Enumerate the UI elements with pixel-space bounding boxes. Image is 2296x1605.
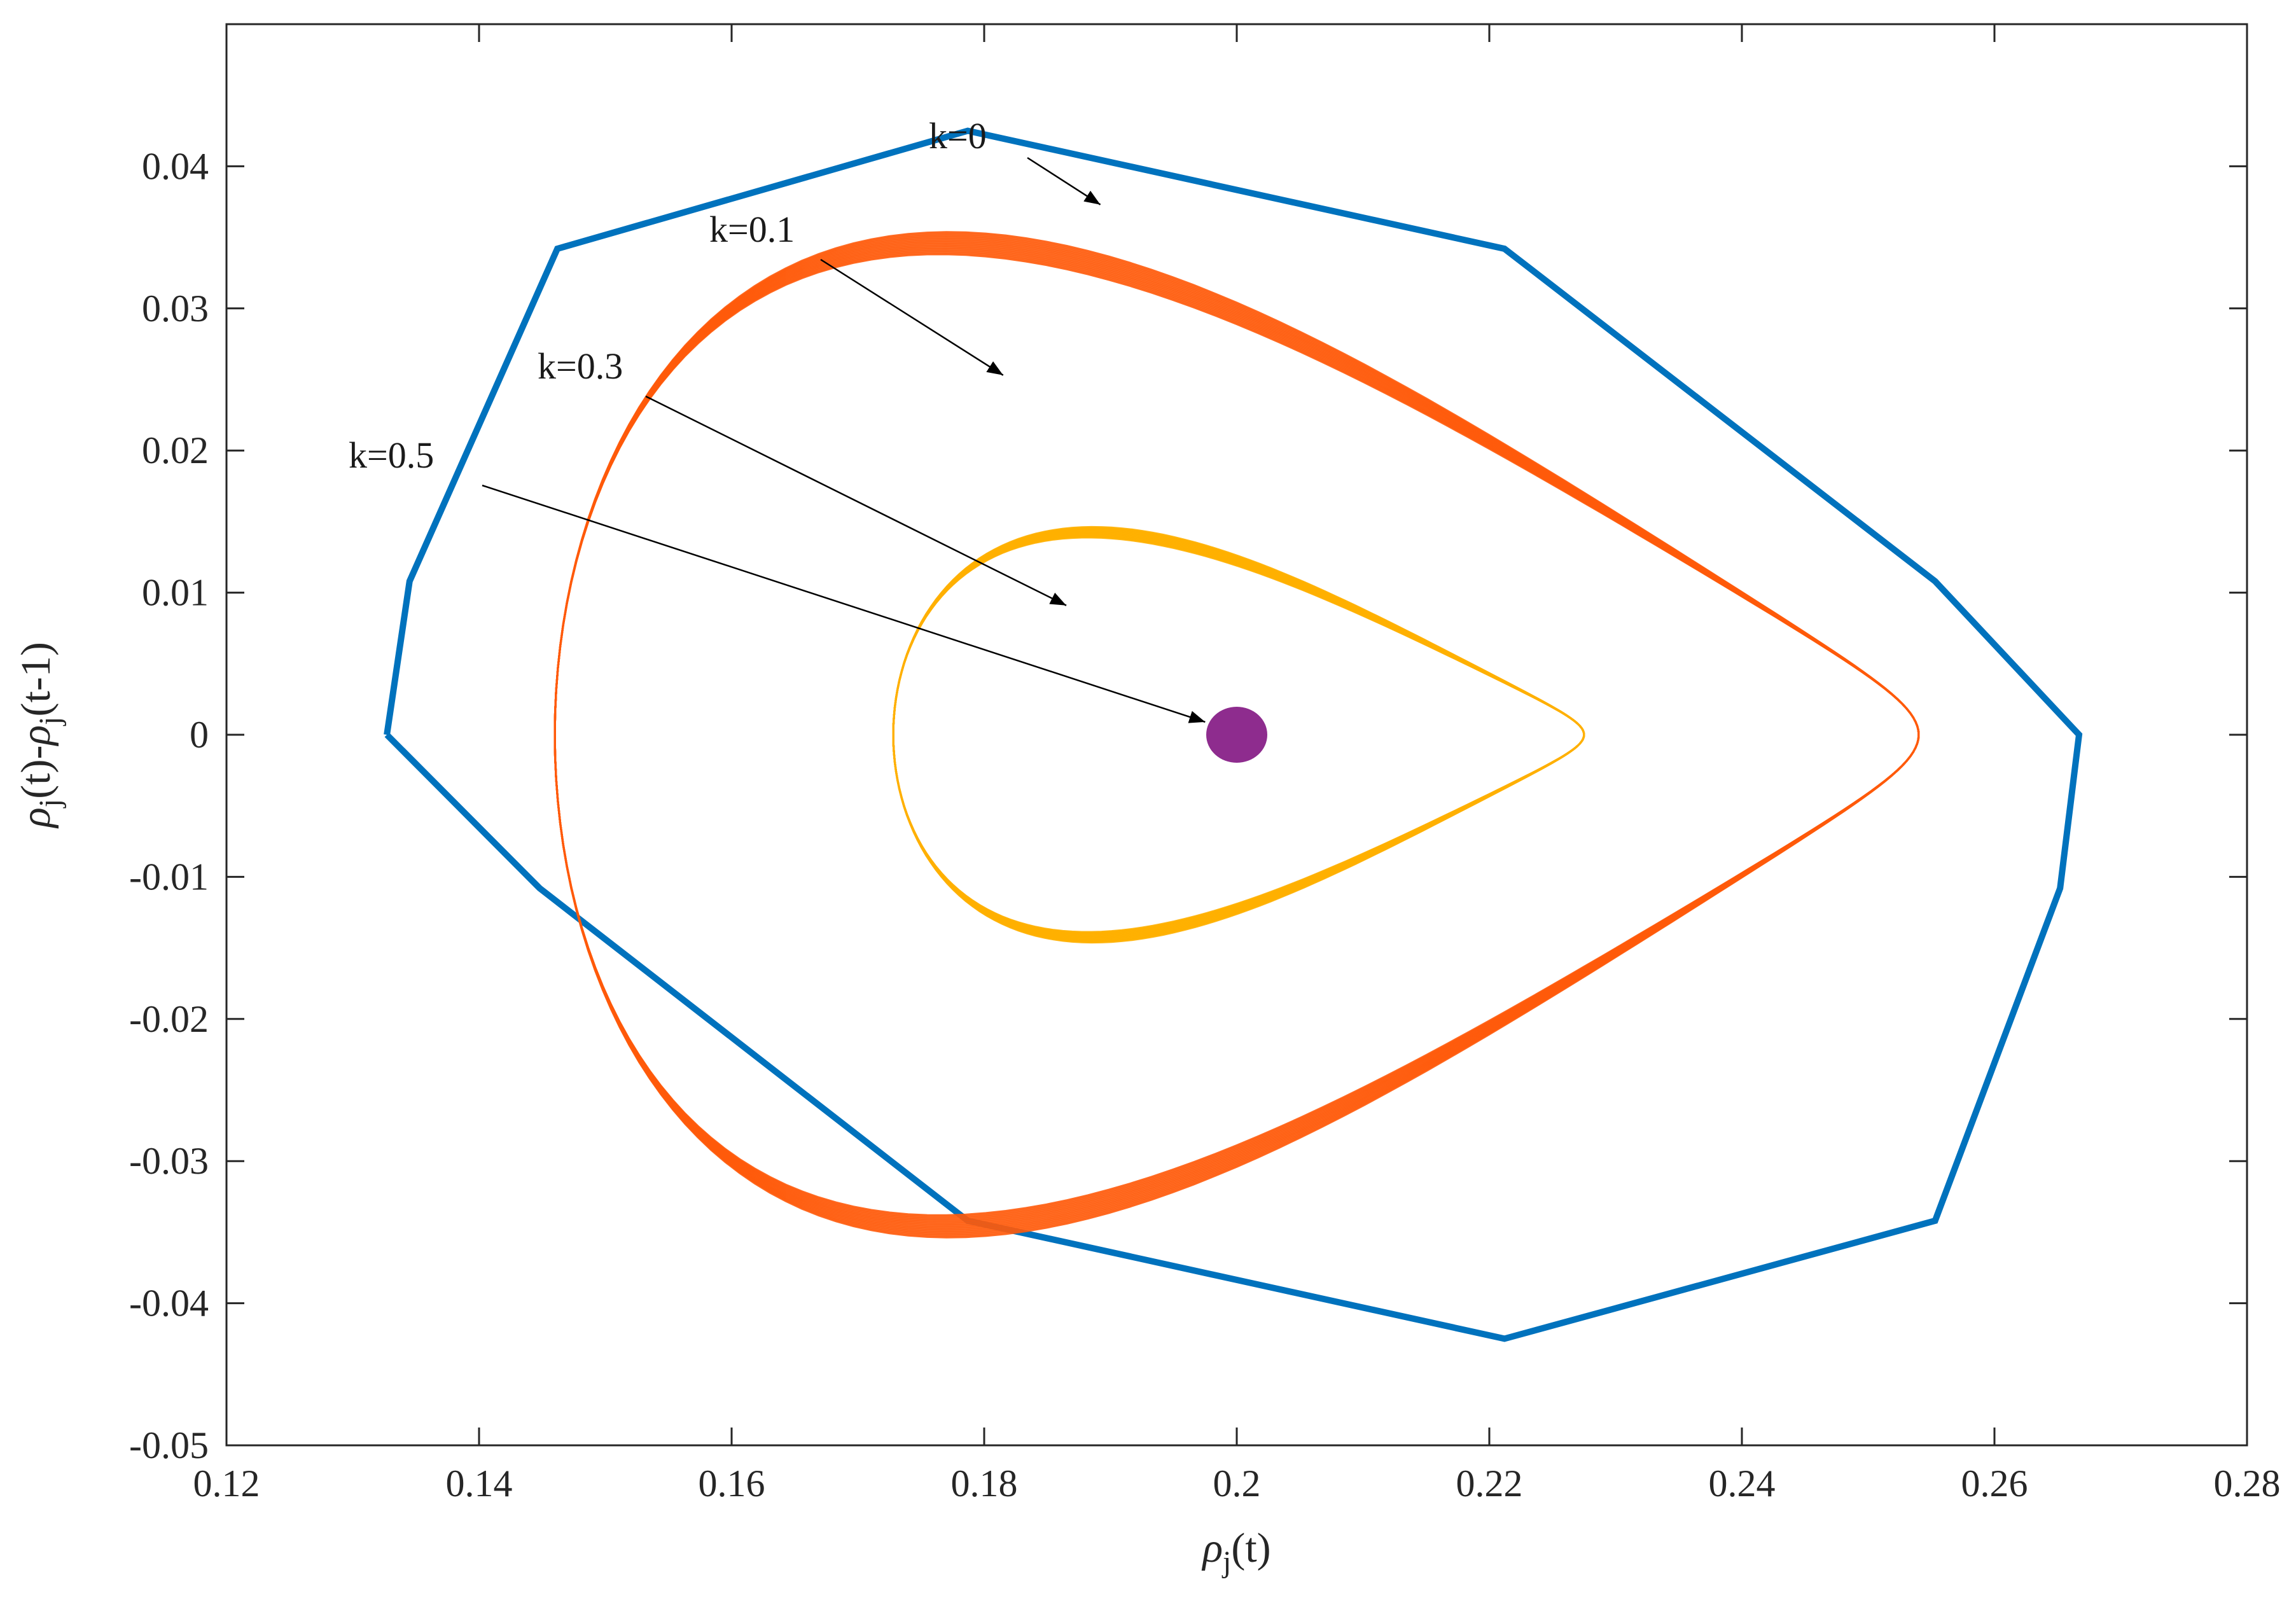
x-tick-label: 0.14 [446,1463,513,1504]
y-axis-title-rest-2: (t-1) [13,642,59,716]
annotation-arrow [482,484,1206,723]
series-strand [553,231,1920,1239]
annotation-k-0: k=0 [929,115,1101,205]
x-tick-label: 0.18 [951,1463,1018,1504]
annotation-k-0-5: k=0.5 [349,434,1206,723]
series-k0-3 [892,525,1585,944]
y-tick-label: 0.04 [142,145,209,187]
y-axis-title-sub-2: j [33,716,67,726]
y-tick-label: -0.02 [129,998,209,1040]
x-tick-label: 0.24 [1709,1463,1776,1504]
fixed-point-marker [1206,707,1267,763]
annotation-layer: k=0 k=0.1 k=0.3 k=0.5 [349,115,1206,723]
y-tick-label: -0.04 [129,1282,209,1324]
y-tick-label: 0 [190,714,209,756]
annotation-k-0-1: k=0.1 [709,209,1004,376]
annotation-arrow [1027,156,1101,205]
y-tick-label: 0.01 [142,572,209,614]
x-tick-label: 0.22 [1456,1463,1523,1504]
x-axis-title-rest: (t) [1231,1525,1270,1571]
x-tick-label: 0.16 [699,1463,765,1504]
axis-layer: 0.12 0.14 0.16 0.18 0.2 0.22 0.24 0.26 0.28 -0.05… [129,24,2281,1504]
y-tick-label: -0.05 [129,1424,209,1466]
series-strand [892,525,1585,944]
series-k0-5 [1206,707,1267,763]
y-axis-title: ρj(t)-ρj(t-1) [13,642,67,829]
y-tick-label: -0.01 [129,856,209,898]
x-tick-label: 0.12 [193,1463,260,1504]
y-axis-title-base-2: ρ [13,725,59,747]
y-tick-label: 0.03 [142,288,209,330]
annotation-arrow [645,395,1067,606]
annotation-label: k=0.3 [538,345,623,387]
annotation-k-0-3: k=0.3 [538,345,1067,606]
annotation-label: k=0.1 [709,209,795,250]
series-layer [384,127,2083,1342]
y-axis-title-sub-1: j [33,799,67,809]
x-tick-label: 0.26 [1961,1463,2028,1504]
y-tick-label: 0.02 [142,429,209,471]
x-axis-title-base: ρ [1201,1525,1223,1571]
x-tick-label: 0.2 [1213,1463,1261,1504]
series-k0-1 [553,231,1920,1239]
annotation-arrow [820,258,1004,376]
x-axis-title: ρj(t) [1201,1525,1270,1579]
x-axis-title-sub: j [1221,1545,1231,1579]
y-axis-title-rest-1: (t)- [13,746,59,799]
y-axis-title-base-1: ρ [13,807,59,829]
y-tick-label: -0.03 [129,1140,209,1182]
x-tick-label: 0.28 [2214,1463,2281,1504]
annotation-label: k=0 [929,115,987,156]
annotation-label: k=0.5 [349,434,434,476]
